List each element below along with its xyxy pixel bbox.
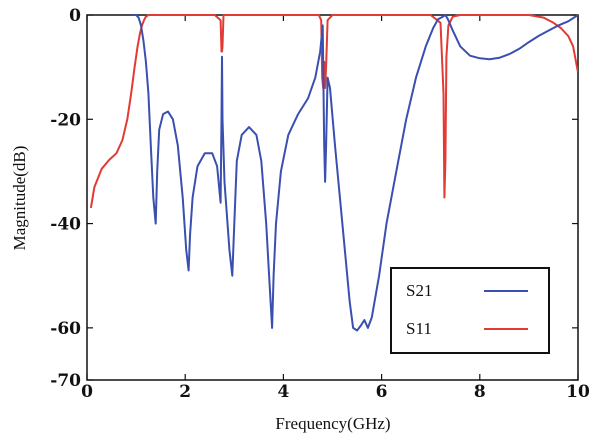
plot-area: 0 2 4 6 8 10 0 -20 -40 -60 -70 [50,6,590,402]
series-line-s21 [131,14,578,332]
x-tick-label: 6 [376,382,388,402]
legend-box [390,267,550,354]
x-tick-label: 8 [474,382,486,402]
x-tick-label: 4 [277,382,289,402]
y-tick-label: -60 [50,319,81,339]
x-tick-label: 2 [179,382,191,402]
legend: S21 S11 [390,267,550,354]
legend-label-s21: S21 [406,281,432,300]
x-tick-label: 0 [81,382,93,402]
series-line-s11 [89,14,578,209]
y-tick-label: 0 [69,6,81,26]
y-tick-label: -40 [50,215,81,235]
x-axis-title: Frequency(GHz) [275,414,390,433]
y-axis-title: Magnitude(dB) [10,146,29,251]
x-tick-label: 10 [566,382,590,402]
y-tick-label: -20 [50,110,81,130]
y-tick-label: -70 [50,371,81,391]
legend-label-s11: S11 [406,319,432,338]
